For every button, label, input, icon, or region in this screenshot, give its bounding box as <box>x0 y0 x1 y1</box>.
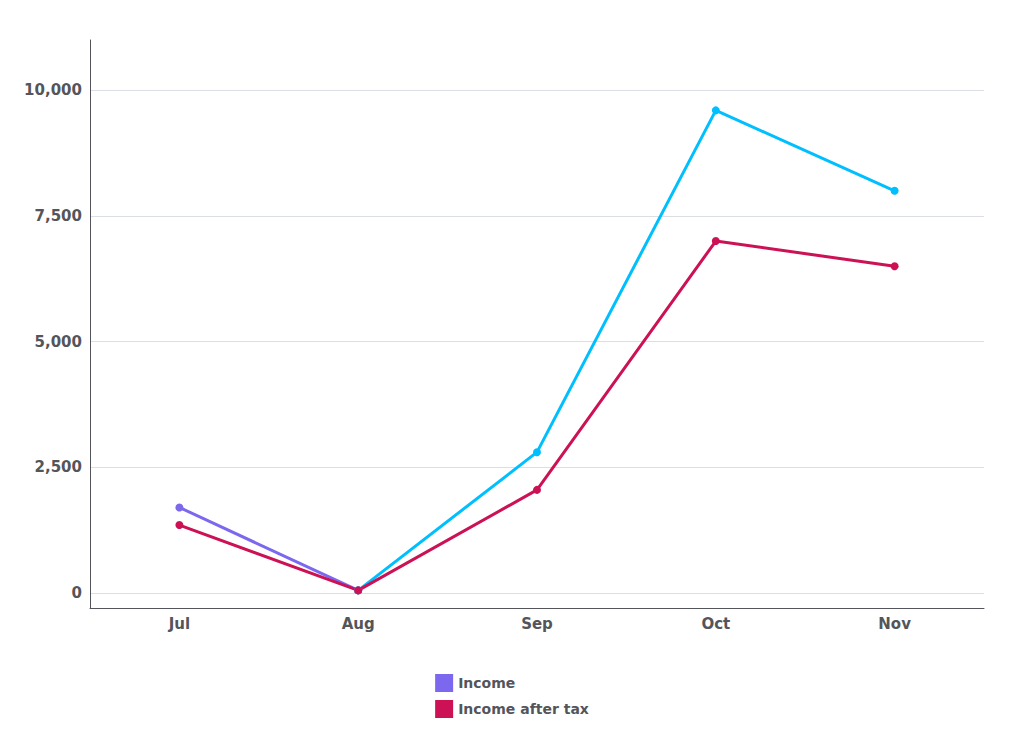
svg-text:10,000: 10,000 <box>24 81 82 99</box>
svg-text:0: 0 <box>72 584 82 602</box>
svg-text:Income: Income <box>458 675 515 691</box>
svg-text:Jul: Jul <box>168 615 190 633</box>
svg-text:2,500: 2,500 <box>35 458 82 476</box>
svg-text:Oct: Oct <box>701 615 730 633</box>
svg-text:Income after tax: Income after tax <box>458 701 589 717</box>
svg-text:7,500: 7,500 <box>35 207 82 225</box>
svg-text:Nov: Nov <box>878 615 911 633</box>
svg-text:5,000: 5,000 <box>35 333 82 351</box>
svg-text:Aug: Aug <box>342 615 375 633</box>
svg-text:Sep: Sep <box>521 615 553 633</box>
